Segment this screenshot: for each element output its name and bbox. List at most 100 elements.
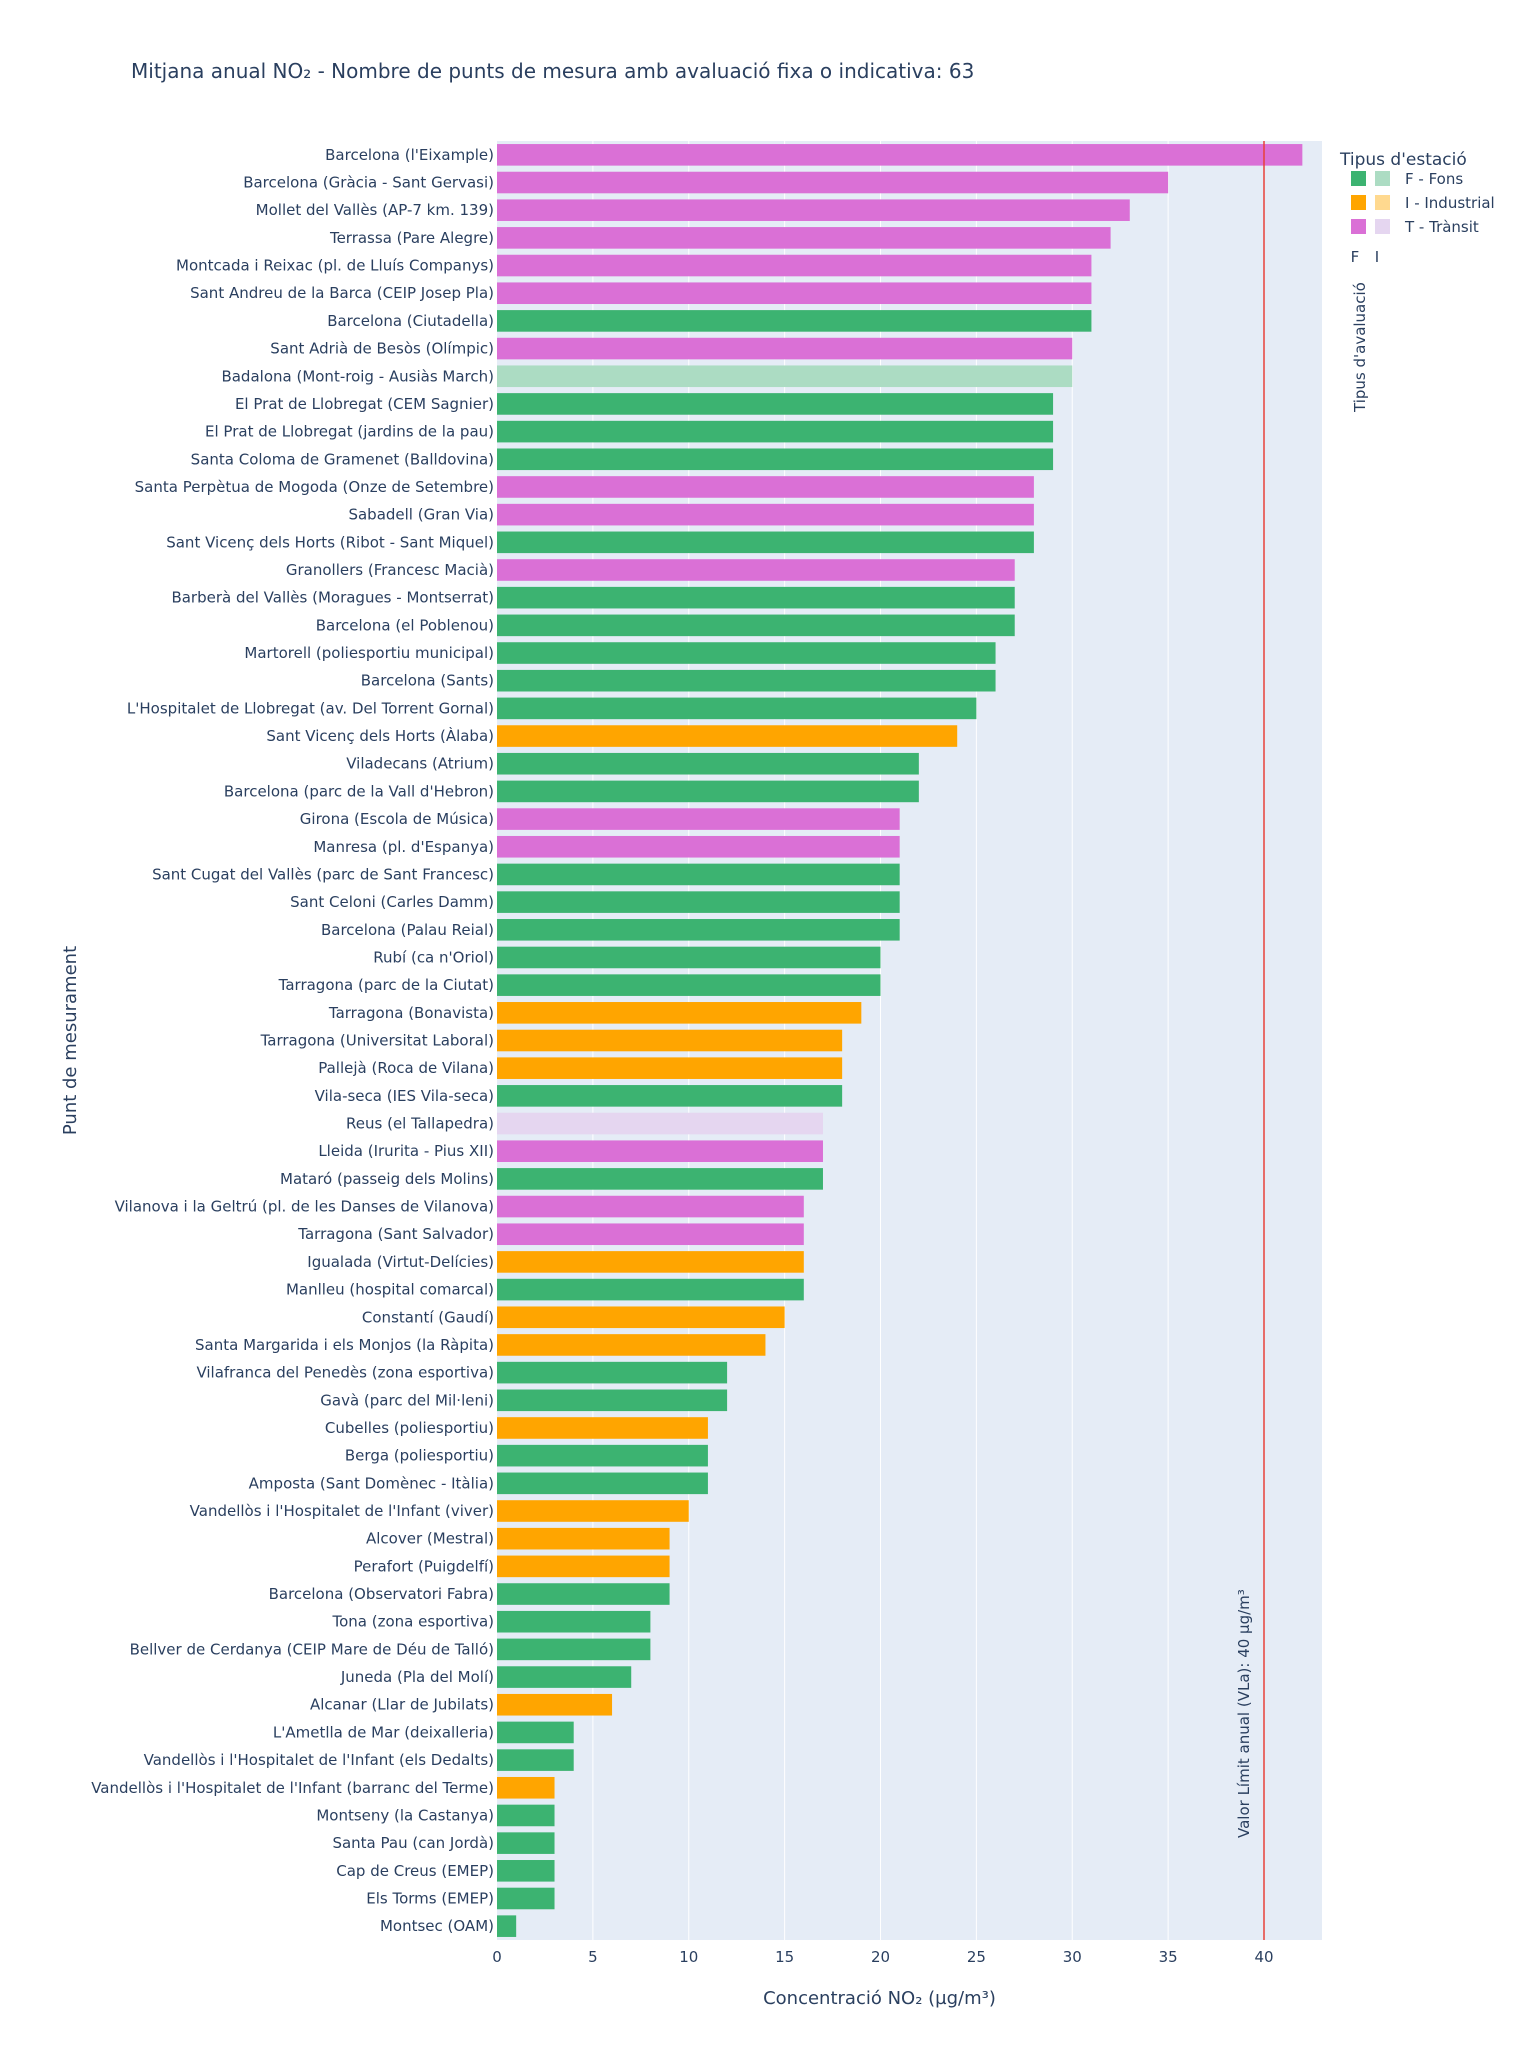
bar <box>497 1168 823 1190</box>
bar <box>497 1583 670 1605</box>
bar <box>497 1417 708 1439</box>
bar <box>497 420 1054 443</box>
bar <box>497 1776 555 1799</box>
y-tick-label: Perafort (Puigdelfí) <box>354 1557 494 1575</box>
y-tick-label: Sant Vicenç dels Horts (Àlaba) <box>266 726 494 745</box>
y-tick-label: Vilanova i la Geltrú (pl. de les Danses … <box>115 1198 494 1216</box>
bar <box>497 1832 555 1854</box>
y-tick-label: Granollers (Francesc Macià) <box>286 561 494 579</box>
y-tick-label: Barcelona (Sants) <box>361 672 494 690</box>
bar <box>497 642 996 664</box>
y-tick-label: El Prat de Llobregat (CEM Sagnier) <box>235 395 494 413</box>
y-tick-label: Tarragona (Bonavista) <box>328 1004 494 1022</box>
bar <box>497 1887 555 1910</box>
bar <box>497 808 900 830</box>
x-tick-label: 30 <box>1063 1948 1082 1966</box>
y-tick-label: Tarragona (Sant Salvador) <box>297 1225 494 1243</box>
x-tick-label: 20 <box>871 1948 890 1966</box>
y-tick-label: Sant Celoni (Carles Damm) <box>290 893 494 911</box>
bar <box>497 1472 708 1495</box>
y-tick-label: Barcelona (Palau Reial) <box>321 921 494 939</box>
bar <box>497 1527 670 1550</box>
y-tick-label: Alcanar (Llar de Jubilats) <box>310 1696 494 1714</box>
y-tick-label: El Prat de Llobregat (jardins de la pau) <box>205 423 494 441</box>
y-tick-label: Vila-seca (IES Vila-seca) <box>315 1087 494 1105</box>
legend-label-F: F - Fons <box>1405 170 1463 188</box>
bar <box>497 1721 574 1744</box>
bar <box>497 1002 862 1024</box>
x-tick-label: 35 <box>1159 1948 1178 1966</box>
y-tick-label: Barcelona (l'Eixample) <box>325 146 494 164</box>
bar <box>497 586 1015 609</box>
y-tick-label: Pallejà (Roca de Vilana) <box>318 1059 494 1077</box>
y-tick-label: Cap de Creus (EMEP) <box>336 1862 494 1880</box>
legend[interactable]: Tipus d'estació F - Fons I - Industrial T … <box>1339 150 1495 413</box>
y-tick-label: Bellver de Cerdanya (CEIP Mare de Déu de… <box>130 1640 494 1658</box>
bar <box>497 918 900 941</box>
bar <box>497 1444 708 1467</box>
bar <box>497 1278 804 1301</box>
bar <box>497 227 1111 249</box>
y-tick-label: Sabadell (Gran Via) <box>348 506 494 524</box>
bar <box>497 863 900 886</box>
y-tick-label: Tarragona (Universitat Laboral) <box>260 1032 494 1050</box>
legend-label-I: I - Industrial <box>1405 194 1495 212</box>
x-tick-labels: 0 5 10 15 20 25 30 35 40 <box>492 1948 1273 1966</box>
legend-swatch-T <box>1351 219 1366 234</box>
bar <box>497 1860 555 1882</box>
bar <box>497 1195 804 1218</box>
bar <box>497 1749 574 1771</box>
y-tick-label: Montseny (la Castanya) <box>316 1806 494 1824</box>
y-tick-label: Tarragona (parc de la Ciutat) <box>278 976 494 994</box>
bar <box>497 310 1092 332</box>
y-tick-label: Montcada i Reixac (pl. de Lluís Companys… <box>176 257 494 275</box>
bar <box>497 365 1073 388</box>
bar <box>497 780 919 803</box>
legend-swatch-light-T <box>1375 219 1390 234</box>
bar <box>497 1223 804 1246</box>
bar <box>497 1500 689 1522</box>
bar <box>497 1804 555 1827</box>
y-tick-label: Cubelles (poliesportiu) <box>325 1419 494 1437</box>
bar <box>497 254 1092 277</box>
bar <box>497 1915 517 1937</box>
bar <box>497 1085 843 1107</box>
y-tick-label: Sant Vicenç dels Horts (Ribot - Sant Miq… <box>166 533 494 551</box>
y-tick-label: Barcelona (Gràcia - Sant Gervasi) <box>243 174 494 192</box>
bar <box>497 171 1169 194</box>
bar <box>497 1140 823 1163</box>
y-tick-label: Juneda (Pla del Molí) <box>340 1668 494 1686</box>
y-tick-labels: Barcelona (l'Eixample) Barcelona (Gràcia … <box>91 146 494 1935</box>
y-tick-label: Vilafranca del Penedès (zona esportiva) <box>196 1364 494 1382</box>
x-tick-label: 0 <box>492 1948 502 1966</box>
bar <box>497 1361 728 1384</box>
y-tick-label: Alcover (Mestral) <box>366 1530 494 1548</box>
bar <box>497 697 977 720</box>
bar <box>497 614 1015 637</box>
evaluation-legend-item: I <box>1375 248 1379 266</box>
y-tick-label: Manlleu (hospital comarcal) <box>286 1281 494 1299</box>
evaluation-legend-item: F <box>1351 248 1360 266</box>
y-tick-label: Barberà del Vallès (Moragues - Montserra… <box>171 589 494 607</box>
y-tick-label: Sant Adrià de Besòs (Olímpic) <box>270 340 494 358</box>
bar <box>497 559 1015 581</box>
x-axis-title: Concentració NO₂ (µg/m³) <box>763 1988 996 2009</box>
y-tick-label: Reus (el Tallapedra) <box>346 1115 494 1133</box>
y-tick-label: Terrassa (Pare Alegre) <box>329 229 494 247</box>
x-tick-label: 10 <box>679 1948 698 1966</box>
x-tick-label: 40 <box>1254 1948 1273 1966</box>
bar <box>497 144 1303 166</box>
y-tick-label: Mollet del Vallès (AP-7 km. 139) <box>256 201 494 219</box>
bar <box>497 199 1130 221</box>
legend-swatch-I <box>1351 195 1366 210</box>
bar <box>497 669 996 692</box>
bar <box>497 282 1092 305</box>
bar <box>497 1334 766 1356</box>
bar <box>497 1610 651 1633</box>
x-tick-label: 25 <box>967 1948 986 1966</box>
y-tick-label: L'Ametlla de Mar (deixalleria) <box>273 1723 494 1741</box>
bar <box>497 531 1034 554</box>
y-tick-label: Sant Cugat del Vallès (parc de Sant Fran… <box>152 865 494 883</box>
y-tick-label: Mataró (passeig dels Molins) <box>280 1170 494 1188</box>
